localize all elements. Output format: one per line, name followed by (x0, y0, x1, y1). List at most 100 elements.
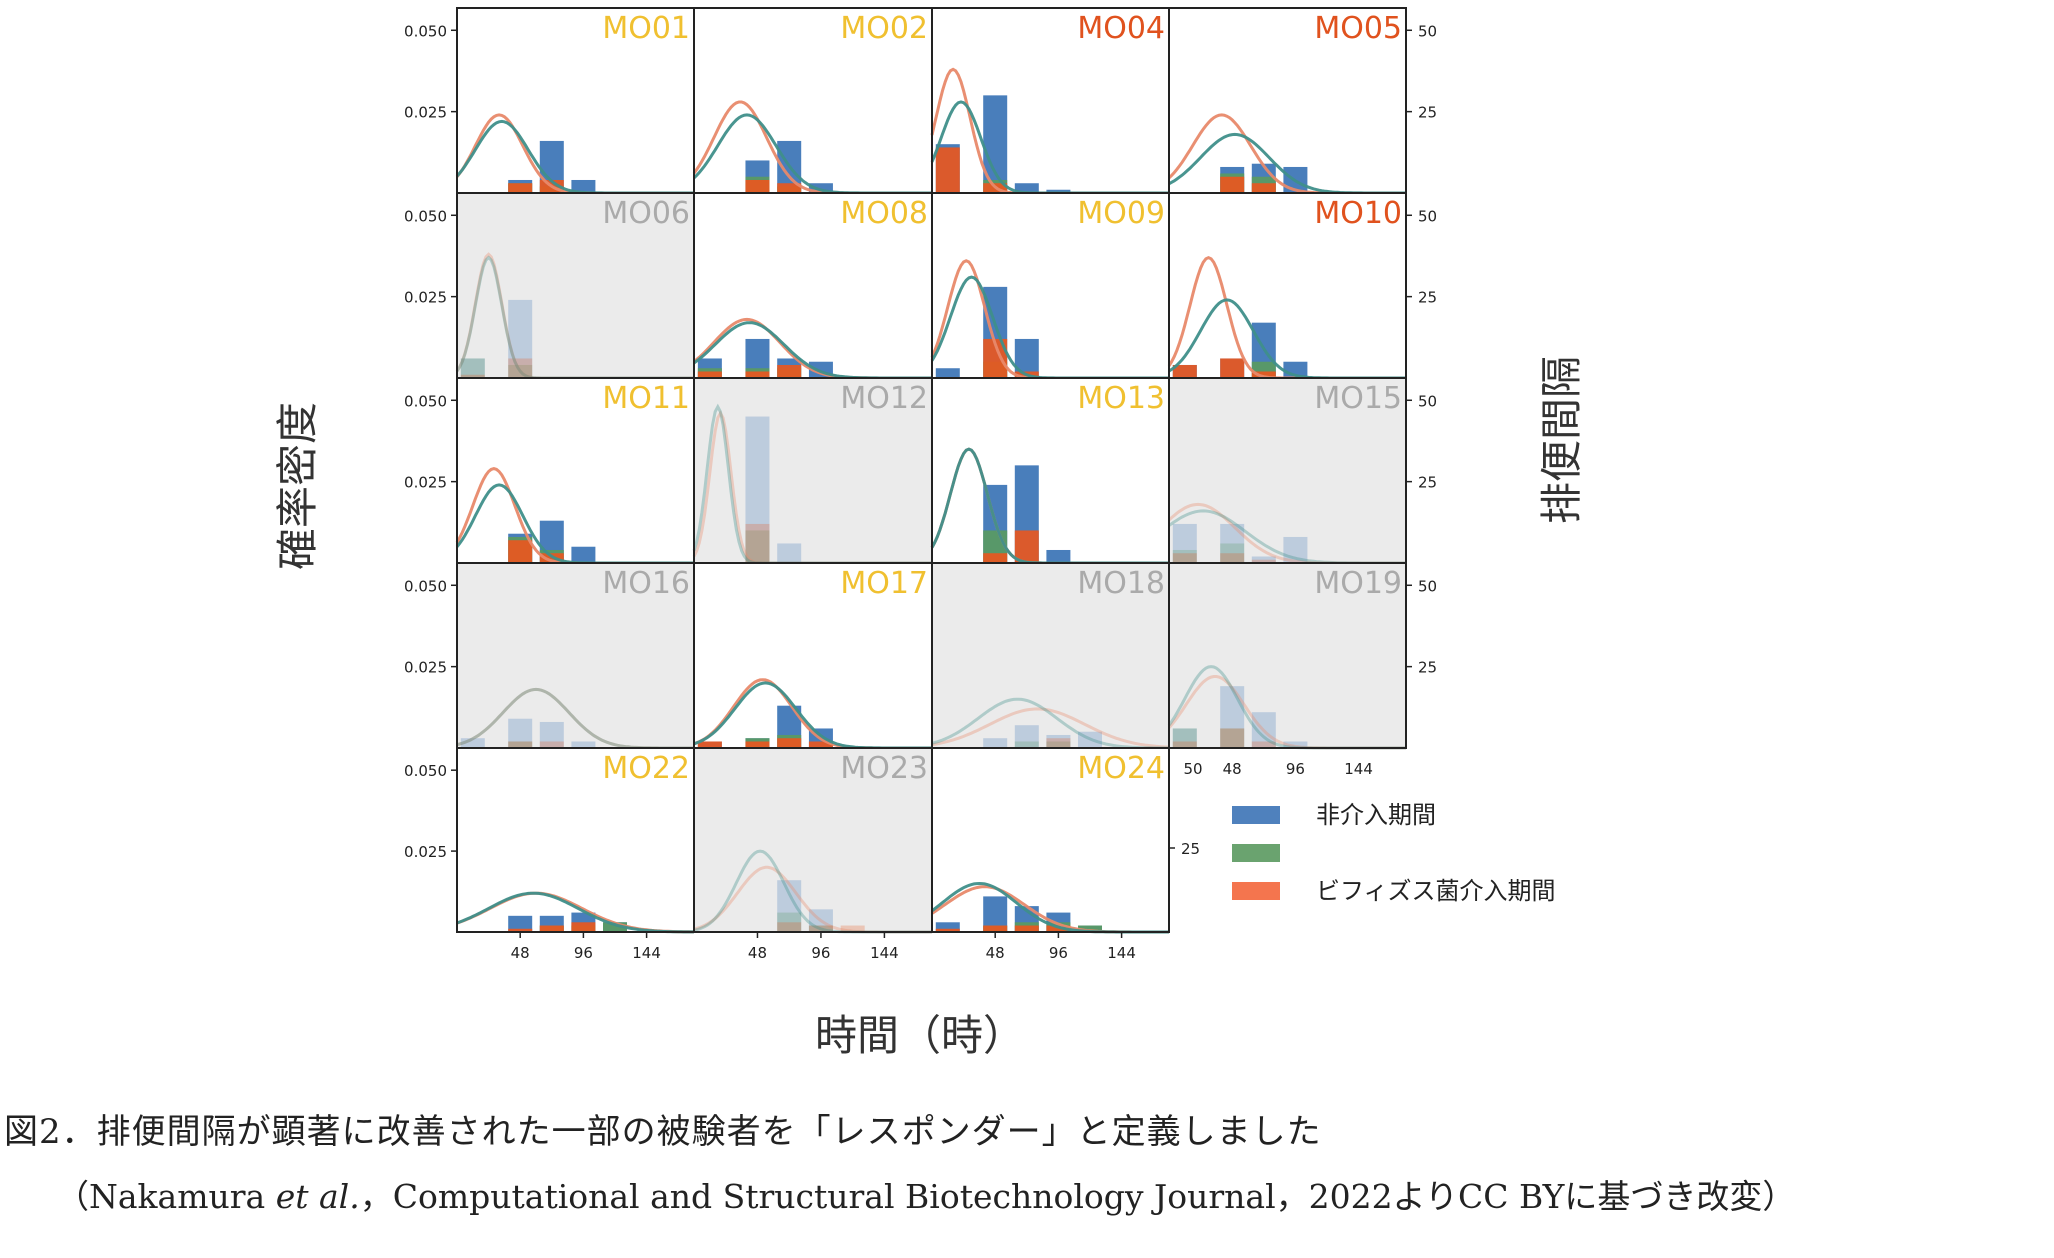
bar-green (1078, 925, 1102, 932)
bar-orange (697, 741, 722, 748)
bar-blue (1220, 686, 1245, 748)
y-tick-label: 0.025 (404, 104, 447, 122)
panel-title: MO08 (840, 196, 928, 231)
legend-label: 非介入期間 (1316, 801, 1436, 829)
bar-blue (460, 738, 485, 748)
bar-blue (1078, 731, 1102, 748)
bar-orange (808, 925, 833, 932)
panel-background (932, 563, 1169, 748)
bar-orange (935, 928, 960, 932)
bar-orange (840, 925, 865, 932)
bar-orange (1014, 530, 1039, 563)
bar-orange (745, 371, 770, 378)
bar-blue (1220, 523, 1245, 563)
bar-green (1220, 728, 1245, 748)
bar-orange (1251, 741, 1276, 748)
bar-blue (1046, 734, 1071, 748)
bar-orange (935, 147, 960, 193)
x-tick-label: 96 (1286, 760, 1305, 778)
bar-orange (539, 925, 564, 932)
bar-blue (539, 721, 564, 748)
bar-blue (745, 416, 770, 563)
panel-background (932, 378, 1169, 563)
panel-background (694, 378, 932, 563)
legend-swatch (1232, 844, 1280, 862)
bar-blue (1014, 725, 1039, 748)
panel-frame (1168, 562, 1407, 749)
right-tick-label: 25 (1181, 840, 1200, 858)
bar-orange (697, 371, 722, 378)
bar-blue (1283, 741, 1308, 748)
bar-blue (1283, 536, 1308, 563)
panel-title: MO22 (602, 751, 690, 786)
panel-title: MO04 (1077, 11, 1165, 46)
y-tick-label: 0.025 (404, 474, 447, 492)
panel-title: MO05 (1314, 11, 1402, 46)
bar-orange (1046, 925, 1071, 932)
y-axis-label: 確率密度 (273, 402, 322, 570)
bar-blue (508, 915, 533, 932)
legend-swatch (1232, 806, 1280, 824)
panel-background (932, 8, 1169, 193)
panel-background (1169, 8, 1406, 193)
bar-green (603, 922, 627, 932)
legend-label: ビフィズス菌介入期間 (1316, 877, 1556, 905)
bar-blue (777, 543, 802, 563)
panel-frame (931, 747, 1170, 933)
panel-title: MO02 (840, 11, 928, 46)
panel-background (457, 8, 694, 193)
bar-green (777, 912, 802, 932)
x-tick-label: 144 (1344, 760, 1373, 778)
bar-orange (508, 928, 533, 932)
bar-orange (1220, 358, 1245, 378)
panel-title: MO06 (602, 196, 690, 231)
legend-swatch (1232, 882, 1280, 900)
bar-orange (745, 179, 770, 193)
bar-green (508, 741, 533, 748)
right-tick-label: 50 (1418, 392, 1437, 410)
bar-blue (808, 909, 833, 932)
x-tick-label: 50 (1183, 760, 1202, 778)
x-tick-label: 96 (1049, 944, 1068, 962)
x-tick-label: 96 (574, 944, 593, 962)
bar-orange (1172, 741, 1197, 748)
bar-orange (1220, 553, 1245, 563)
bar-orange (745, 741, 770, 748)
x-tick-label: 144 (870, 944, 899, 962)
x-tick-label: 144 (1107, 944, 1136, 962)
bar-orange (745, 523, 770, 563)
panel-title: MO10 (1314, 196, 1402, 231)
panel-title: MO19 (1314, 566, 1402, 601)
right-tick-label: 25 (1418, 474, 1437, 492)
panel-title: MO12 (840, 381, 928, 416)
x-axis-label: 時間（時） (815, 1011, 1025, 1060)
bar-orange (777, 364, 802, 378)
bar-orange (508, 540, 533, 563)
panel-background (694, 8, 932, 193)
density-curve (931, 707, 1170, 749)
y-tick-label: 0.025 (404, 659, 447, 677)
bar-orange (1251, 183, 1276, 193)
citation-rest: ，Computational and Structural Biotechnol… (359, 1177, 1796, 1216)
panel-title: MO18 (1077, 566, 1165, 601)
figure-caption: 図2．排便間隔が顕著に改善された一部の被験者を「レスポンダー」と定義しました (4, 1112, 1322, 1152)
x-tick-label: 48 (986, 944, 1005, 962)
bar-blue (1046, 549, 1071, 563)
bar-blue (1172, 728, 1197, 748)
panel-background (457, 193, 694, 378)
bar-orange (1046, 738, 1071, 748)
bar-orange (983, 553, 1008, 563)
panel-background (694, 748, 932, 932)
citation: （Nakamura et al.，Computational and Struc… (56, 1170, 1795, 1218)
panel-title: MO16 (602, 566, 690, 601)
bar-blue (1014, 183, 1039, 193)
right-tick-label: 25 (1418, 289, 1437, 307)
bar-orange (1172, 553, 1197, 563)
panel-title: MO24 (1077, 751, 1165, 786)
bar-orange (1014, 925, 1039, 932)
y-tick-label: 0.025 (404, 843, 447, 861)
bar-orange (1220, 728, 1245, 748)
bar-orange (1220, 176, 1245, 193)
y-tick-label: 0.050 (404, 577, 447, 595)
bar-green (1172, 549, 1197, 563)
